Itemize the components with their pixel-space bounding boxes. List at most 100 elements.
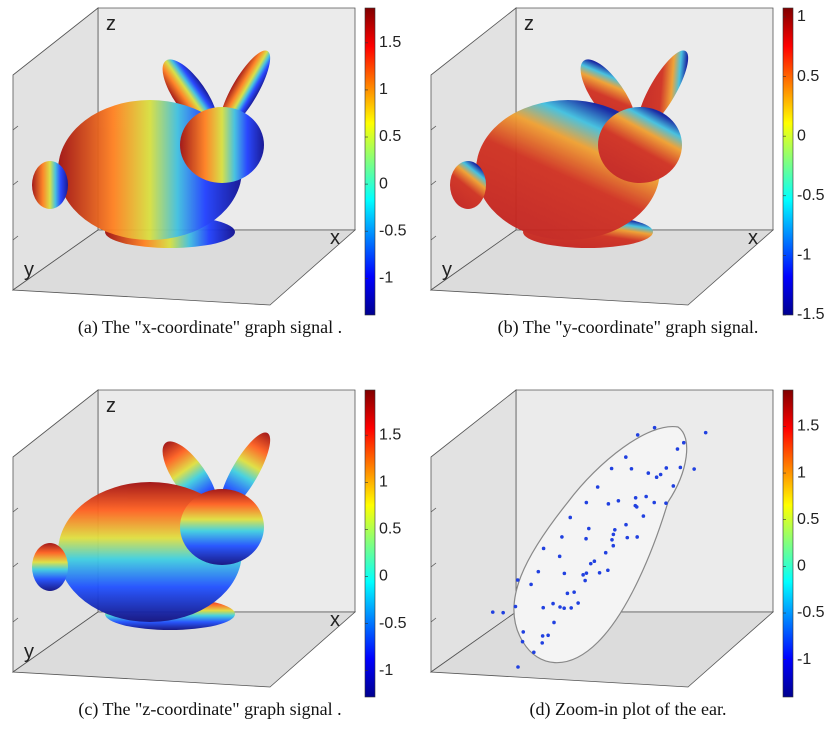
mesh-node xyxy=(659,473,663,477)
mesh-node xyxy=(642,514,646,518)
colorbar xyxy=(783,8,793,315)
mesh-node xyxy=(552,621,556,625)
bunny-head xyxy=(180,107,264,183)
mesh-node xyxy=(521,630,525,634)
mesh-node xyxy=(610,467,614,471)
colorbar-tick-label: 0.5 xyxy=(797,511,819,528)
mesh-node xyxy=(613,528,617,532)
mesh-node xyxy=(516,665,520,669)
axis-label: z xyxy=(106,395,116,417)
mesh-node xyxy=(692,467,696,471)
panel: zxy-1-0.500.511.5(a) The "x-coordinate" … xyxy=(13,8,407,338)
axis-label: x xyxy=(330,609,340,631)
colorbar-tick-label: 1 xyxy=(379,474,388,491)
colorbar xyxy=(365,8,375,315)
colorbar-tick-label: 1.5 xyxy=(379,426,401,443)
axis-label: z xyxy=(524,13,534,35)
mesh-node xyxy=(634,496,638,500)
mesh-node xyxy=(682,441,686,445)
colorbar-tick-label: 1.5 xyxy=(379,34,401,51)
mesh-node xyxy=(532,651,536,655)
mesh-node xyxy=(584,537,588,541)
mesh-node xyxy=(542,547,546,551)
mesh-node xyxy=(593,559,597,563)
mesh-node xyxy=(581,573,585,577)
mesh-node xyxy=(521,640,525,644)
axis-label: x xyxy=(330,227,340,249)
mesh-node xyxy=(596,485,600,489)
colorbar-tick-label: -1 xyxy=(797,651,811,668)
colorbar xyxy=(365,390,375,697)
mesh-node xyxy=(558,555,562,559)
colorbar xyxy=(783,390,793,697)
mesh-node xyxy=(537,570,541,574)
mesh-node xyxy=(540,641,544,645)
colorbar-tick-label: -1 xyxy=(379,269,393,286)
figure: zxy-1-0.500.511.5(a) The "x-coordinate" … xyxy=(0,0,833,744)
mesh-node xyxy=(624,523,628,527)
mesh-node xyxy=(630,467,634,471)
colorbar-tick-label: -1.5 xyxy=(797,306,825,323)
colorbar-tick-label: 0.5 xyxy=(797,68,819,85)
panel: zxy-1-0.500.511.5(c) The "z-coordinate" … xyxy=(13,390,407,720)
mesh-node xyxy=(572,590,576,594)
mesh-node xyxy=(585,501,589,505)
mesh-node xyxy=(598,571,602,575)
colorbar-tick-label: 1 xyxy=(797,464,806,481)
mesh-node xyxy=(514,605,518,609)
axis-label: y xyxy=(24,641,34,663)
colorbar-tick-label: -0.5 xyxy=(379,222,407,239)
mesh-node xyxy=(576,601,580,605)
bunny-head xyxy=(598,107,682,183)
mesh-node xyxy=(541,634,545,638)
mesh-node xyxy=(647,471,651,475)
mesh-node xyxy=(569,606,573,610)
colorbar-tick-label: 0.5 xyxy=(379,128,401,145)
caption: (c) The "z-coordinate" graph signal . xyxy=(78,699,341,720)
colorbar-tick-label: 0 xyxy=(797,558,806,575)
mesh-node xyxy=(516,578,520,582)
colorbar-tick-label: -1 xyxy=(797,247,811,264)
mesh-node xyxy=(611,544,615,548)
panel: zxy-1.5-1-0.500.51(b) The "y-coordinate"… xyxy=(431,8,825,338)
colorbar-tick-label: -0.5 xyxy=(797,604,825,621)
axis-label: z xyxy=(106,13,116,35)
mesh-node xyxy=(560,535,564,539)
colorbar-tick-label: -0.5 xyxy=(379,615,407,632)
colorbar-tick-label: 0 xyxy=(379,175,388,192)
mesh-node xyxy=(501,611,505,615)
mesh-node xyxy=(635,535,639,539)
mesh-node xyxy=(589,562,593,566)
caption: (d) Zoom-in plot of the ear. xyxy=(530,699,727,720)
colorbar-tick-label: -0.5 xyxy=(797,187,825,204)
mesh-node xyxy=(491,610,495,614)
mesh-node xyxy=(587,527,591,531)
mesh-node xyxy=(644,495,648,499)
mesh-node xyxy=(664,501,668,505)
mesh-node xyxy=(704,431,708,435)
mesh-node xyxy=(636,433,640,437)
mesh-node xyxy=(563,572,567,576)
bunny-tail xyxy=(32,161,68,209)
mesh-node xyxy=(562,606,566,610)
mesh-node xyxy=(665,466,669,470)
axis-label: x xyxy=(748,227,758,249)
mesh-node xyxy=(606,568,610,572)
mesh-node xyxy=(610,538,614,542)
colorbar-tick-label: 1 xyxy=(797,8,806,25)
mesh-node xyxy=(652,501,656,505)
bunny-tail xyxy=(32,543,68,591)
colorbar-tick-label: 1 xyxy=(379,81,388,98)
mesh-node xyxy=(617,499,621,503)
axis-label: y xyxy=(442,259,452,281)
mesh-node xyxy=(568,516,572,520)
colorbar-tick-label: 0 xyxy=(797,127,806,144)
mesh-node xyxy=(676,447,680,451)
mesh-node xyxy=(653,426,657,430)
mesh-node xyxy=(625,536,629,540)
colorbar-tick-label: -1 xyxy=(379,662,393,679)
bunny-tail xyxy=(450,161,486,209)
mesh-node xyxy=(583,579,587,583)
mesh-node xyxy=(541,606,545,610)
mesh-node xyxy=(607,502,611,506)
